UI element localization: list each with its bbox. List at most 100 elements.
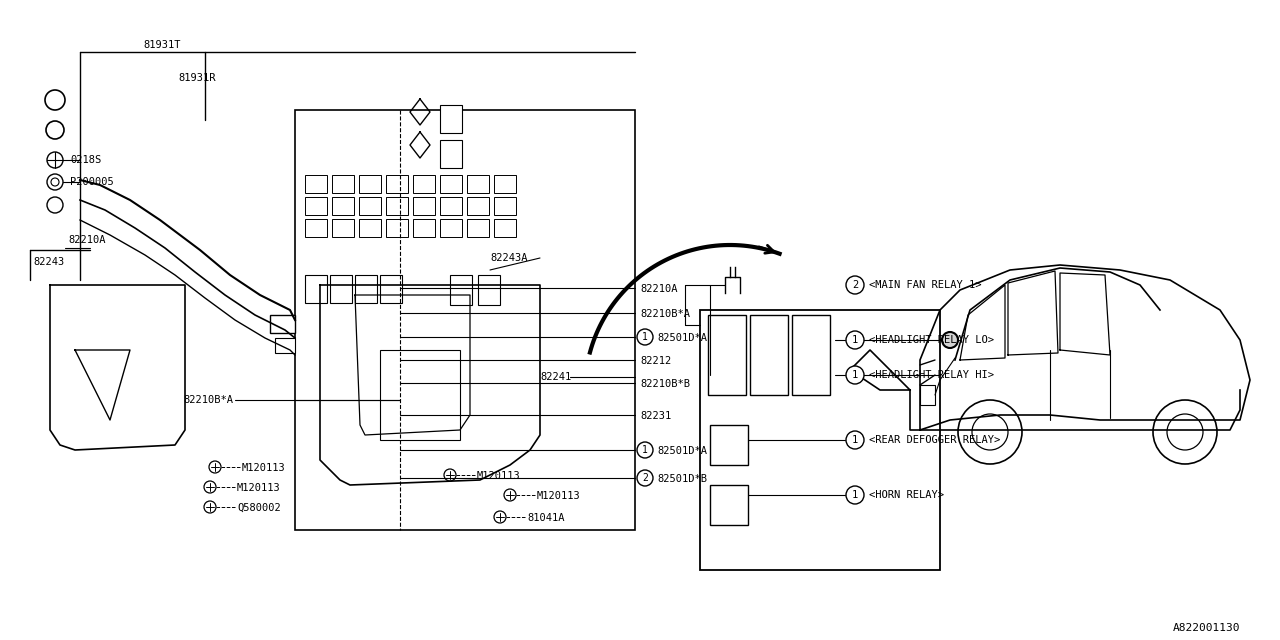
Text: 1: 1 <box>852 435 858 445</box>
Bar <box>387 175 408 193</box>
Circle shape <box>204 501 216 513</box>
Text: A822001130: A822001130 <box>1172 623 1240 633</box>
Circle shape <box>494 511 506 523</box>
Text: <HEADLIGHT RELAY HI>: <HEADLIGHT RELAY HI> <box>869 370 995 380</box>
Bar <box>477 275 500 305</box>
Bar <box>467 175 489 193</box>
Text: M120113: M120113 <box>538 491 581 501</box>
Text: 2: 2 <box>643 473 648 483</box>
Circle shape <box>51 178 59 186</box>
Bar <box>294 110 635 530</box>
Bar <box>358 197 381 215</box>
Circle shape <box>942 332 957 348</box>
Text: <REAR DEFOGGER RELAY>: <REAR DEFOGGER RELAY> <box>869 435 1000 445</box>
Circle shape <box>504 489 516 501</box>
Circle shape <box>846 276 864 294</box>
Circle shape <box>47 174 63 190</box>
Circle shape <box>1153 400 1217 464</box>
Text: 82241: 82241 <box>540 372 571 382</box>
Bar <box>380 275 402 303</box>
Circle shape <box>47 197 63 213</box>
Text: 1: 1 <box>852 335 858 345</box>
Text: <HORN RELAY>: <HORN RELAY> <box>869 490 945 500</box>
Bar <box>494 197 516 215</box>
Text: M120113: M120113 <box>237 483 280 493</box>
Bar <box>710 485 748 525</box>
Circle shape <box>957 400 1021 464</box>
Bar <box>451 275 472 305</box>
Circle shape <box>46 121 64 139</box>
Bar <box>275 338 294 353</box>
Bar <box>332 197 355 215</box>
Bar <box>440 219 462 237</box>
Text: 1: 1 <box>643 332 648 342</box>
Circle shape <box>45 90 65 110</box>
Text: 81041A: 81041A <box>527 513 564 523</box>
Bar <box>305 175 326 193</box>
Bar <box>494 219 516 237</box>
Bar <box>467 219 489 237</box>
Bar <box>413 175 435 193</box>
Text: <MAIN FAN RELAY 1>: <MAIN FAN RELAY 1> <box>869 280 982 290</box>
Bar <box>920 385 934 405</box>
Circle shape <box>637 442 653 458</box>
Text: 82231: 82231 <box>640 411 671 421</box>
Text: 82210B*B: 82210B*B <box>640 379 690 389</box>
Text: 1: 1 <box>643 445 648 455</box>
Circle shape <box>204 481 216 493</box>
Bar <box>710 425 748 465</box>
Circle shape <box>846 331 864 349</box>
Bar <box>380 350 460 440</box>
Bar <box>387 219 408 237</box>
Text: 0218S: 0218S <box>70 155 101 165</box>
Circle shape <box>846 431 864 449</box>
Bar <box>332 219 355 237</box>
Circle shape <box>637 329 653 345</box>
Text: 81931R: 81931R <box>178 73 215 83</box>
Circle shape <box>846 486 864 504</box>
Bar <box>355 275 378 303</box>
Text: 82210A: 82210A <box>640 284 677 294</box>
Bar <box>792 315 829 395</box>
Bar <box>467 197 489 215</box>
Text: 2: 2 <box>852 280 858 290</box>
Circle shape <box>846 366 864 384</box>
Text: 82210B*A: 82210B*A <box>640 309 690 319</box>
Text: 81931T: 81931T <box>143 40 180 50</box>
Text: Q580002: Q580002 <box>237 503 280 513</box>
Text: 1: 1 <box>852 370 858 380</box>
Bar <box>387 197 408 215</box>
Bar <box>305 197 326 215</box>
Text: P200005: P200005 <box>70 177 114 187</box>
Bar <box>440 175 462 193</box>
Text: 82210B*A: 82210B*A <box>183 395 233 405</box>
Bar <box>750 315 788 395</box>
Text: 1: 1 <box>852 490 858 500</box>
Circle shape <box>47 152 63 168</box>
Circle shape <box>209 461 221 473</box>
Bar <box>413 219 435 237</box>
Circle shape <box>444 469 456 481</box>
Bar <box>708 315 746 395</box>
Bar <box>332 175 355 193</box>
Bar <box>413 197 435 215</box>
Bar <box>305 275 326 303</box>
Text: 82501D*A: 82501D*A <box>657 333 707 343</box>
Bar <box>305 219 326 237</box>
Circle shape <box>637 470 653 486</box>
Text: 82243A: 82243A <box>490 253 527 263</box>
Text: 82210A: 82210A <box>68 235 105 245</box>
Text: 82243: 82243 <box>33 257 64 267</box>
Text: <HEADLIGHT RELAY LO>: <HEADLIGHT RELAY LO> <box>869 335 995 345</box>
Text: M120113: M120113 <box>242 463 285 473</box>
Bar <box>440 105 462 133</box>
Bar <box>440 197 462 215</box>
Text: 82212: 82212 <box>640 356 671 366</box>
Text: M120113: M120113 <box>477 471 521 481</box>
Circle shape <box>972 414 1009 450</box>
Text: 82501D*B: 82501D*B <box>657 474 707 484</box>
Bar <box>358 175 381 193</box>
Bar <box>700 310 940 570</box>
Circle shape <box>1167 414 1203 450</box>
Bar <box>440 140 462 168</box>
